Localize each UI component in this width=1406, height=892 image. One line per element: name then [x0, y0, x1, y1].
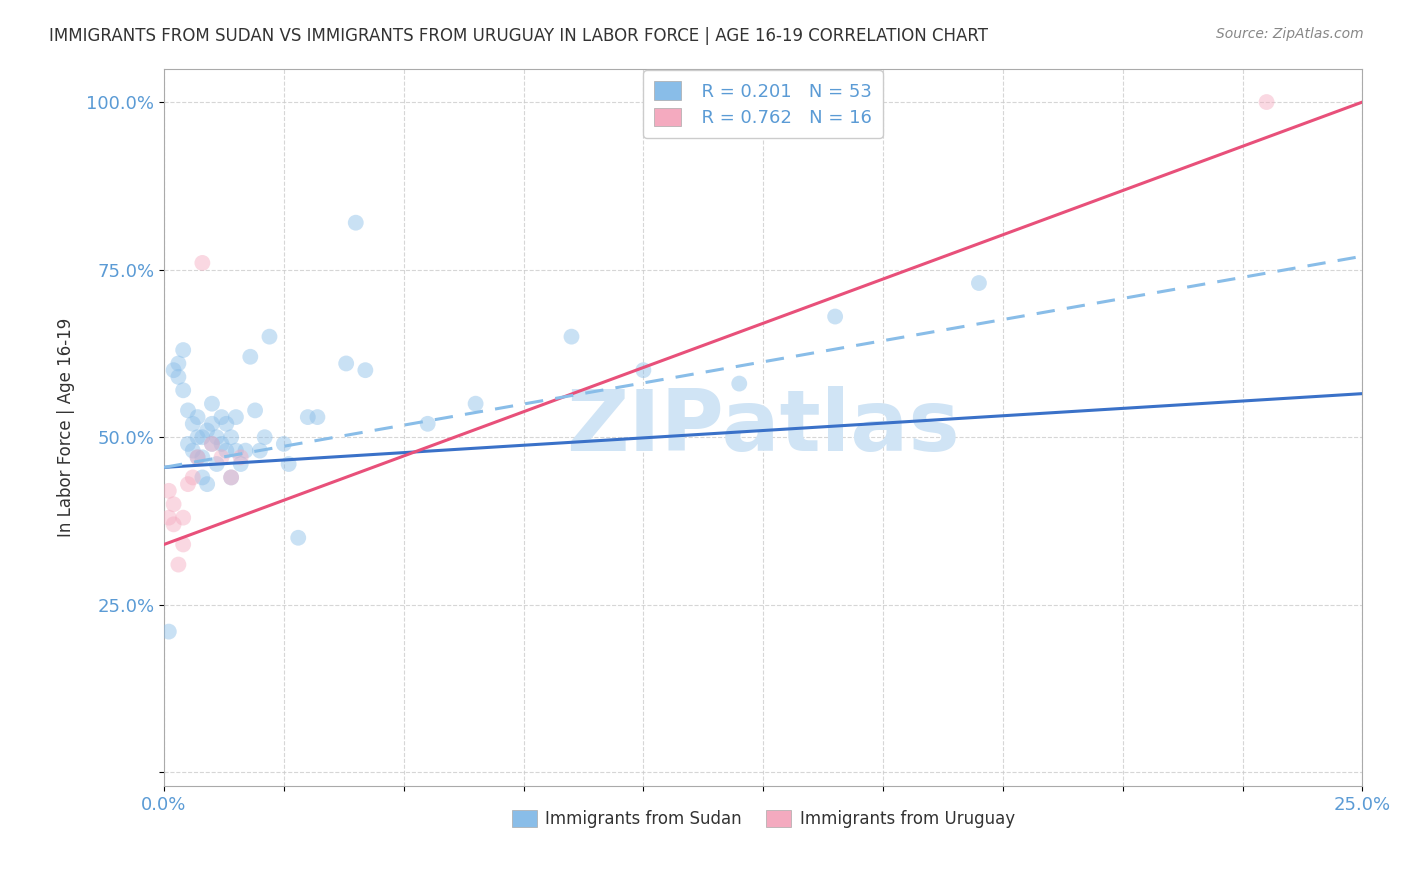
Point	[464, 397, 486, 411]
Point	[219, 470, 242, 484]
Point	[229, 457, 252, 471]
Point	[205, 457, 228, 471]
Point	[157, 624, 180, 639]
Point	[335, 356, 357, 370]
Point	[259, 329, 281, 343]
Text: ZIPatlas: ZIPatlas	[567, 385, 960, 468]
Point	[297, 410, 319, 425]
Point	[633, 363, 655, 377]
Point	[249, 443, 271, 458]
Point	[243, 403, 266, 417]
Point	[181, 417, 204, 431]
Point	[229, 450, 252, 465]
Point	[201, 437, 224, 451]
Point	[201, 417, 224, 431]
Point	[191, 470, 214, 484]
Point	[157, 483, 180, 498]
Point	[181, 443, 204, 458]
Point	[1256, 95, 1278, 109]
Point	[157, 510, 180, 524]
Point	[287, 531, 309, 545]
Point	[560, 329, 582, 343]
Point	[172, 384, 194, 398]
Point	[162, 497, 184, 511]
Point	[172, 510, 194, 524]
Point	[172, 537, 194, 551]
Point	[277, 457, 299, 471]
Point	[187, 450, 209, 465]
Point	[187, 410, 209, 425]
Point	[177, 403, 200, 417]
Point	[219, 430, 242, 444]
Point	[416, 417, 439, 431]
Point	[273, 437, 295, 451]
Point	[201, 437, 224, 451]
Point	[187, 430, 209, 444]
Point	[211, 450, 233, 465]
Point	[181, 470, 204, 484]
Point	[167, 370, 190, 384]
Point	[307, 410, 329, 425]
Point	[195, 424, 218, 438]
Point	[177, 477, 200, 491]
Point	[225, 443, 247, 458]
Point	[167, 356, 190, 370]
Point	[167, 558, 190, 572]
Point	[215, 443, 238, 458]
Text: Source: ZipAtlas.com: Source: ZipAtlas.com	[1216, 27, 1364, 41]
Point	[162, 363, 184, 377]
Point	[967, 276, 990, 290]
Point	[344, 216, 367, 230]
Point	[253, 430, 276, 444]
Point	[824, 310, 846, 324]
Y-axis label: In Labor Force | Age 16-19: In Labor Force | Age 16-19	[58, 318, 75, 537]
Point	[191, 430, 214, 444]
Point	[191, 450, 214, 465]
Point	[187, 450, 209, 465]
Point	[177, 437, 200, 451]
Point	[191, 256, 214, 270]
Text: IMMIGRANTS FROM SUDAN VS IMMIGRANTS FROM URUGUAY IN LABOR FORCE | AGE 16-19 CORR: IMMIGRANTS FROM SUDAN VS IMMIGRANTS FROM…	[49, 27, 988, 45]
Point	[728, 376, 751, 391]
Point	[219, 470, 242, 484]
Point	[354, 363, 377, 377]
Point	[172, 343, 194, 357]
Point	[215, 417, 238, 431]
Point	[205, 430, 228, 444]
Legend: Immigrants from Sudan, Immigrants from Uruguay: Immigrants from Sudan, Immigrants from U…	[505, 804, 1022, 835]
Point	[211, 410, 233, 425]
Point	[201, 397, 224, 411]
Point	[239, 350, 262, 364]
Point	[162, 517, 184, 532]
Point	[211, 437, 233, 451]
Point	[225, 410, 247, 425]
Point	[195, 477, 218, 491]
Point	[235, 443, 257, 458]
